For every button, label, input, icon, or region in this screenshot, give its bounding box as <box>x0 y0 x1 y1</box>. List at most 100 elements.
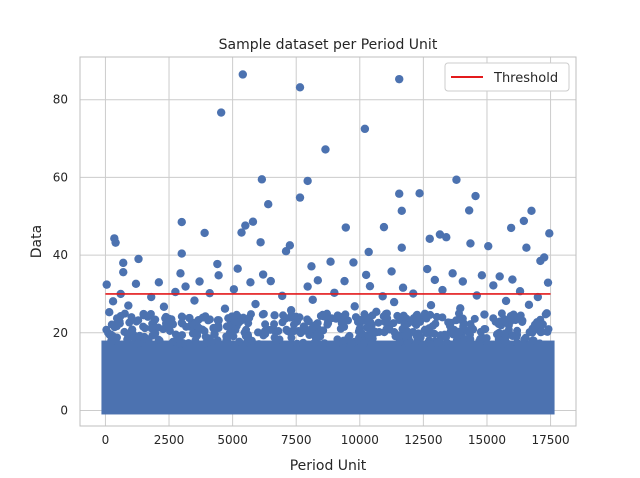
x-tick-label: 2500 <box>154 433 185 447</box>
data-point <box>258 310 267 319</box>
data-point <box>536 256 545 266</box>
data-point <box>395 337 404 346</box>
data-point <box>381 317 390 327</box>
data-point <box>441 331 450 340</box>
data-point <box>519 216 529 226</box>
data-point <box>442 233 451 242</box>
data-point <box>282 325 291 334</box>
data-point <box>248 217 258 226</box>
data-point <box>476 327 485 336</box>
data-point <box>147 292 156 302</box>
x-axis-label: Period Unit <box>290 458 367 474</box>
data-point <box>476 334 485 343</box>
data-point <box>115 317 124 326</box>
data-point <box>532 320 541 329</box>
data-point <box>426 301 436 310</box>
data-point <box>207 337 216 346</box>
data-point <box>525 328 534 337</box>
data-point <box>171 287 180 297</box>
x-tick-label: 17500 <box>531 433 569 447</box>
data-point <box>353 317 362 326</box>
data-point <box>192 331 202 340</box>
data-point <box>246 278 255 287</box>
data-point <box>181 282 190 291</box>
data-point <box>176 269 185 278</box>
data-point <box>403 338 412 347</box>
data-point <box>495 272 504 281</box>
data-point <box>395 74 404 84</box>
data-point <box>220 304 230 313</box>
data-point <box>270 320 279 329</box>
data-point <box>214 271 223 280</box>
data-point <box>397 243 406 252</box>
data-point <box>366 325 375 334</box>
data-point <box>201 339 210 348</box>
data-point <box>241 221 250 230</box>
data-point <box>464 206 474 215</box>
data-point <box>286 306 296 315</box>
legend: Threshold <box>444 62 570 92</box>
data-point <box>150 329 160 338</box>
data-point <box>489 281 498 290</box>
data-point <box>336 312 345 321</box>
data-point <box>527 206 536 216</box>
data-point <box>359 339 368 348</box>
data-point <box>379 222 389 232</box>
data-point <box>281 247 291 256</box>
data-point <box>482 334 491 343</box>
data-point <box>200 228 209 238</box>
data-point <box>458 314 467 323</box>
data-point <box>542 309 551 318</box>
data-point <box>428 321 437 330</box>
data-point <box>480 310 489 319</box>
data-point <box>545 229 554 238</box>
data-point <box>321 145 330 154</box>
data-point <box>150 315 159 324</box>
data-point <box>224 314 233 323</box>
data-point <box>154 278 164 287</box>
data-point <box>127 325 137 334</box>
data-point <box>289 327 298 336</box>
data-point <box>420 326 429 335</box>
data-point <box>178 331 187 340</box>
data-point <box>332 339 341 348</box>
data-point <box>159 302 169 311</box>
data-point <box>484 241 493 251</box>
data-point <box>310 338 319 347</box>
data-point <box>111 238 120 247</box>
data-point <box>308 295 317 304</box>
data-point <box>257 175 267 184</box>
data-point <box>434 338 443 347</box>
data-point <box>154 335 163 344</box>
data-point <box>102 280 111 289</box>
data-point <box>491 317 500 326</box>
data-point <box>492 330 502 339</box>
data-point <box>214 316 223 325</box>
data-point <box>278 318 287 327</box>
data-point <box>337 319 347 328</box>
x-tick-label: 12500 <box>404 433 442 447</box>
data-point <box>135 331 144 340</box>
data-point <box>243 332 253 341</box>
data-point <box>256 238 265 247</box>
data-point <box>119 267 128 277</box>
y-tick-label: 80 <box>53 93 68 107</box>
data-point <box>459 334 468 343</box>
data-point <box>235 337 244 346</box>
data-point <box>432 312 441 321</box>
data-point <box>521 333 530 342</box>
data-point <box>365 281 375 291</box>
x-tick-label: 7500 <box>281 433 312 447</box>
data-point <box>222 332 231 341</box>
data-point <box>349 258 358 267</box>
data-point <box>466 239 475 248</box>
data-point <box>372 307 381 317</box>
data-point <box>261 327 270 336</box>
data-point <box>198 313 207 322</box>
data-point <box>445 321 455 330</box>
data-point <box>177 249 186 258</box>
data-point <box>468 325 478 334</box>
data-point <box>296 329 305 338</box>
data-point <box>537 327 546 336</box>
data-point <box>364 247 373 257</box>
